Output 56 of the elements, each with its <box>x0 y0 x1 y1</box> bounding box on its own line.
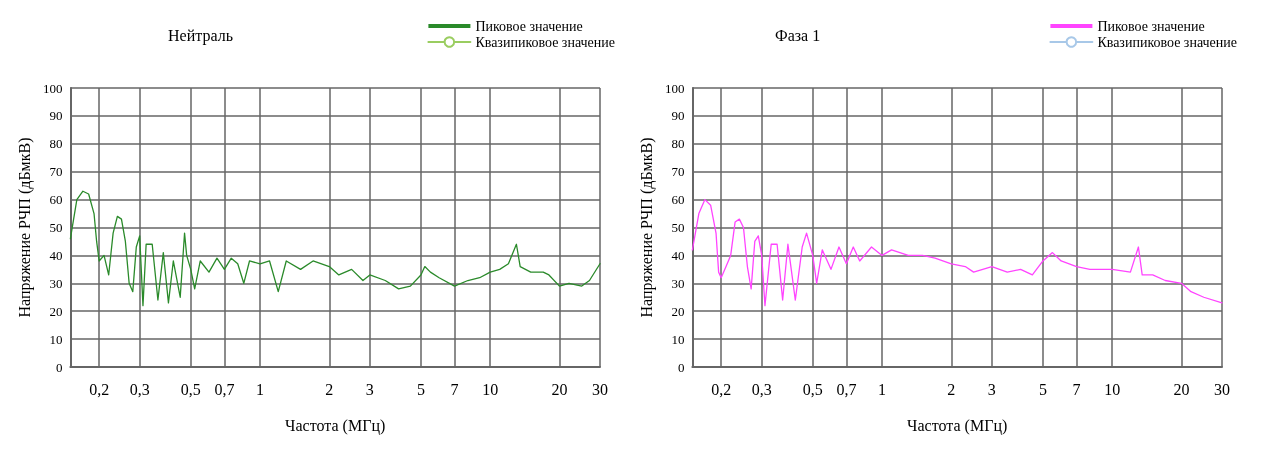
x-tick-label: 7 <box>1072 380 1081 398</box>
y-tick-label: 70 <box>671 164 685 180</box>
x-tick-label: 0,2 <box>711 380 732 398</box>
x-tick-label: 30 <box>592 380 608 398</box>
y-tick-label: 0 <box>677 359 685 375</box>
chart-title: Нейтраль <box>168 26 233 45</box>
y-tick-label: 10 <box>671 331 685 347</box>
x-tick-label: 7 <box>450 380 459 398</box>
y-tick-label: 50 <box>671 220 685 235</box>
x-tick-label: 2 <box>325 380 334 398</box>
x-tick-label: 0,3 <box>129 380 150 398</box>
x-tick-label: 3 <box>365 380 374 398</box>
y-tick-label: 40 <box>671 247 685 263</box>
y-tick-label: 60 <box>49 192 63 208</box>
y-tick-label: 70 <box>49 164 63 180</box>
x-axis-title: Частота (МГц) <box>285 416 386 435</box>
y-axis-title: Напряжение РЧП (дБмкВ) <box>15 137 34 318</box>
x-tick-label: 0,3 <box>751 380 772 398</box>
y-tick-label: 100 <box>42 80 63 96</box>
y-tick-label: 40 <box>49 247 63 263</box>
legend-label: Пиковое значение <box>475 18 583 34</box>
y-tick-label: 100 <box>664 80 685 96</box>
x-tick-label: 0,7 <box>214 380 235 398</box>
y-tick-label: 60 <box>671 192 685 208</box>
chart-title: Фаза 1 <box>775 26 821 44</box>
x-tick-label: 0,2 <box>89 380 110 398</box>
legend-label: Квазипиковое значение <box>1097 34 1238 50</box>
x-axis-title: Частота (МГц) <box>907 416 1008 435</box>
y-tick-label: 90 <box>671 108 685 124</box>
y-tick-label: 20 <box>49 303 63 319</box>
y-axis-title: Напряжение РЧП (дБмкВ) <box>637 137 656 318</box>
y-tick-label: 90 <box>49 108 63 124</box>
x-tick-label: 2 <box>947 380 956 398</box>
y-tick-label: 80 <box>49 136 63 152</box>
y-tick-label: 50 <box>49 220 63 235</box>
x-tick-label: 1 <box>256 380 265 398</box>
y-tick-label: 10 <box>49 331 63 347</box>
x-tick-label: 20 <box>1173 380 1190 398</box>
y-tick-label: 20 <box>671 303 685 319</box>
y-tick-label: 30 <box>671 275 685 291</box>
y-tick-label: 30 <box>49 275 63 291</box>
legend-label: Пиковое значение <box>1097 18 1205 34</box>
x-tick-label: 20 <box>551 380 568 398</box>
x-tick-label: 5 <box>416 380 425 398</box>
x-tick-label: 3 <box>987 380 996 398</box>
x-tick-label: 10 <box>1104 380 1121 398</box>
x-tick-label: 0,5 <box>180 380 201 398</box>
x-tick-label: 5 <box>1038 380 1047 398</box>
x-tick-label: 0,7 <box>836 380 857 398</box>
y-tick-label: 0 <box>55 359 63 375</box>
legend-label: Квазипиковое значение <box>475 34 616 50</box>
y-tick-label: 80 <box>671 136 685 152</box>
x-tick-label: 1 <box>878 380 887 398</box>
x-tick-label: 30 <box>1214 380 1230 398</box>
x-tick-label: 0,5 <box>802 380 823 398</box>
x-tick-label: 10 <box>482 380 499 398</box>
